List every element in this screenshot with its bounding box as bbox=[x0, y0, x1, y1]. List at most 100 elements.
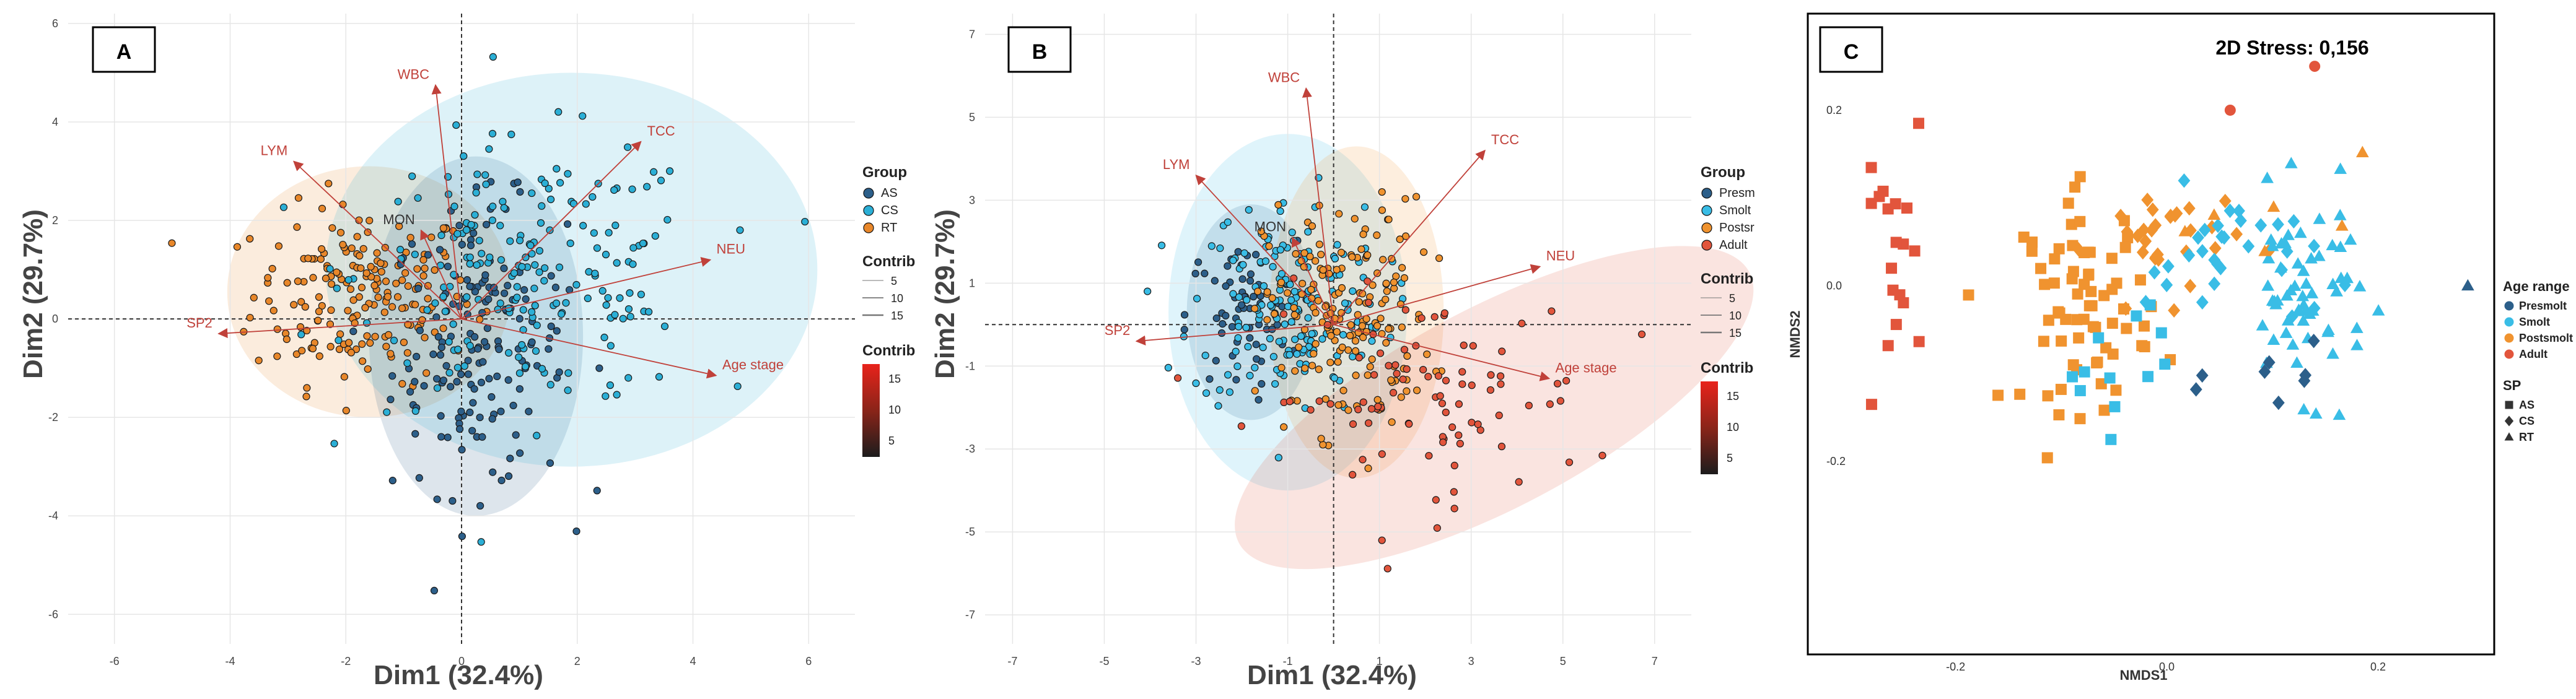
data-point-square bbox=[2026, 245, 2038, 257]
data-point bbox=[509, 401, 517, 410]
data-point bbox=[1382, 339, 1390, 347]
data-point bbox=[1206, 375, 1214, 383]
data-point bbox=[474, 345, 482, 353]
data-point bbox=[374, 293, 382, 302]
data-point bbox=[569, 199, 578, 208]
data-point bbox=[398, 380, 406, 388]
data-point bbox=[1286, 397, 1294, 406]
vector-label: LYM bbox=[1163, 157, 1190, 172]
legend-age-label: Adult bbox=[2519, 348, 2548, 360]
data-point bbox=[1333, 241, 1341, 249]
data-point bbox=[382, 277, 390, 285]
data-point bbox=[433, 495, 441, 503]
legend-dot bbox=[1701, 188, 1712, 199]
data-point-diamond bbox=[2209, 241, 2222, 256]
data-point bbox=[349, 328, 357, 336]
x-tick-label: 1 bbox=[1377, 655, 1383, 667]
data-point-triangle bbox=[2372, 304, 2385, 316]
data-point bbox=[445, 368, 453, 377]
data-point bbox=[483, 220, 491, 228]
data-point bbox=[1276, 207, 1284, 215]
y-tick-label: 0 bbox=[52, 313, 58, 325]
data-point bbox=[439, 293, 447, 301]
data-point-diamond bbox=[2148, 265, 2161, 280]
data-point bbox=[1298, 290, 1306, 298]
data-point bbox=[535, 268, 543, 276]
data-point bbox=[1450, 505, 1458, 513]
data-point bbox=[464, 357, 472, 365]
data-point bbox=[364, 228, 372, 237]
legend-contrib-title: Contrib bbox=[1701, 271, 1753, 287]
data-point bbox=[344, 276, 353, 284]
data-point-square bbox=[1963, 289, 1974, 301]
vector-arrow bbox=[1333, 324, 1551, 381]
legend-contrib-title: Contrib bbox=[862, 253, 915, 270]
data-point-diamond bbox=[2136, 245, 2149, 260]
data-point bbox=[506, 237, 514, 245]
data-point bbox=[1398, 264, 1406, 272]
data-point bbox=[1307, 406, 1315, 414]
data-point bbox=[1229, 290, 1237, 298]
data-point bbox=[530, 284, 538, 292]
data-point bbox=[419, 272, 427, 280]
data-point-triangle bbox=[2258, 245, 2272, 256]
legend-sp-triangle bbox=[2504, 432, 2514, 441]
data-point bbox=[470, 385, 478, 393]
data-point bbox=[564, 170, 572, 178]
data-point bbox=[290, 301, 298, 309]
data-point-square bbox=[1912, 118, 1924, 129]
data-point-diamond bbox=[2308, 238, 2321, 254]
data-point bbox=[1385, 362, 1393, 370]
data-point bbox=[327, 280, 336, 288]
vector-label: Age stage bbox=[722, 357, 784, 373]
data-point bbox=[1291, 336, 1299, 344]
data-point bbox=[336, 330, 344, 338]
legend-age-label: Postsmolt bbox=[2519, 332, 2573, 344]
data-point bbox=[442, 362, 450, 370]
data-point bbox=[362, 269, 370, 277]
data-point bbox=[515, 315, 524, 323]
vector-arrow bbox=[1333, 264, 1541, 326]
data-point bbox=[1239, 261, 1247, 269]
data-point bbox=[1202, 389, 1211, 397]
data-point bbox=[398, 276, 406, 284]
data-point bbox=[392, 279, 400, 287]
data-point bbox=[1367, 405, 1376, 413]
data-point bbox=[455, 222, 463, 230]
vector-arrow bbox=[461, 141, 642, 319]
data-point bbox=[1435, 254, 1444, 263]
data-point bbox=[566, 239, 574, 248]
data-point bbox=[1251, 305, 1259, 313]
data-point bbox=[515, 237, 524, 245]
data-point bbox=[279, 203, 288, 211]
data-point bbox=[1486, 386, 1494, 394]
data-point bbox=[317, 255, 325, 263]
data-point bbox=[514, 178, 522, 186]
data-point bbox=[454, 345, 462, 354]
data-point-square bbox=[2039, 279, 2051, 290]
data-point bbox=[439, 376, 448, 384]
data-point bbox=[357, 264, 365, 272]
data-point bbox=[458, 532, 466, 541]
data-point-square bbox=[2074, 215, 2086, 227]
data-point-square bbox=[2155, 327, 2167, 339]
data-point bbox=[1207, 242, 1216, 250]
data-point bbox=[521, 363, 530, 371]
data-point-diamond bbox=[2196, 368, 2209, 383]
data-point bbox=[602, 301, 610, 309]
data-point-square bbox=[2079, 366, 2090, 378]
y-tick-label: 6 bbox=[52, 17, 58, 30]
data-point bbox=[1450, 488, 1458, 496]
data-point bbox=[1364, 298, 1373, 306]
data-point bbox=[1300, 326, 1309, 334]
x-tick-label: -4 bbox=[225, 655, 235, 667]
x-tick-label: -7 bbox=[1007, 655, 1017, 667]
data-point bbox=[1315, 365, 1323, 373]
data-point bbox=[1338, 343, 1346, 352]
data-point bbox=[1460, 341, 1468, 349]
data-point bbox=[516, 449, 524, 457]
data-point-triangle bbox=[2279, 237, 2292, 248]
data-point bbox=[432, 313, 440, 321]
data-point bbox=[1440, 309, 1448, 317]
data-point-square bbox=[1992, 389, 2004, 401]
